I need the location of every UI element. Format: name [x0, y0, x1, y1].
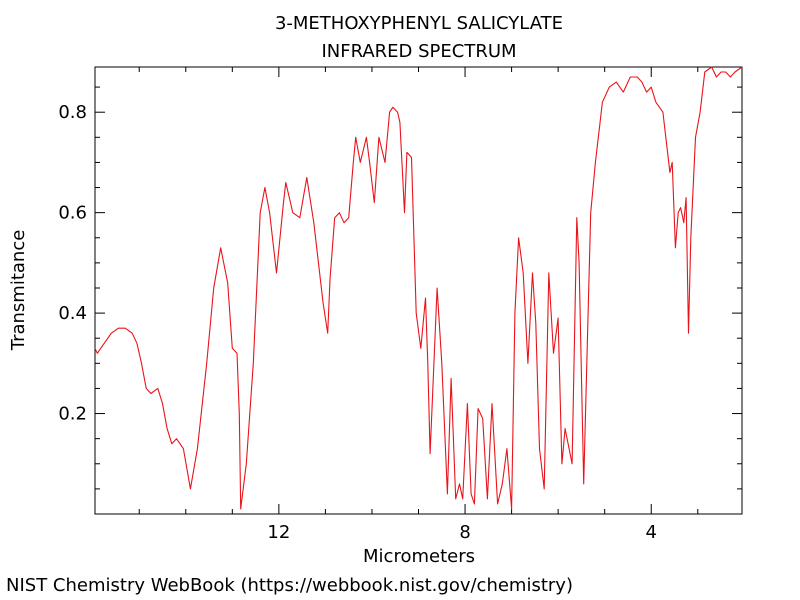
x-tick-label: 12: [267, 522, 290, 543]
spectrum-line: [94, 66, 743, 510]
chart-subtitle: INFRARED SPECTRUM: [321, 41, 516, 62]
x-tick-label: 8: [459, 522, 470, 543]
y-tick-label: 0.2: [58, 404, 87, 425]
x-tick-label: 4: [646, 522, 657, 543]
axis-ticks: [95, 67, 742, 514]
plot-frame: [94, 66, 743, 515]
y-axis-label: Transmitance: [8, 230, 29, 352]
y-tick-label: 0.4: [58, 303, 87, 324]
x-axis-label: Micrometers: [363, 546, 475, 567]
y-tick-label: 0.8: [58, 102, 87, 123]
source-credit: NIST Chemistry WebBook (https://webbook.…: [6, 575, 573, 596]
y-tick-label: 0.6: [58, 203, 87, 224]
tick-labels: 12 8 4 0.2 0.4 0.6 0.8: [58, 102, 657, 543]
chart-title: 3-METHOXYPHENYL SALICYLATE: [275, 13, 563, 34]
